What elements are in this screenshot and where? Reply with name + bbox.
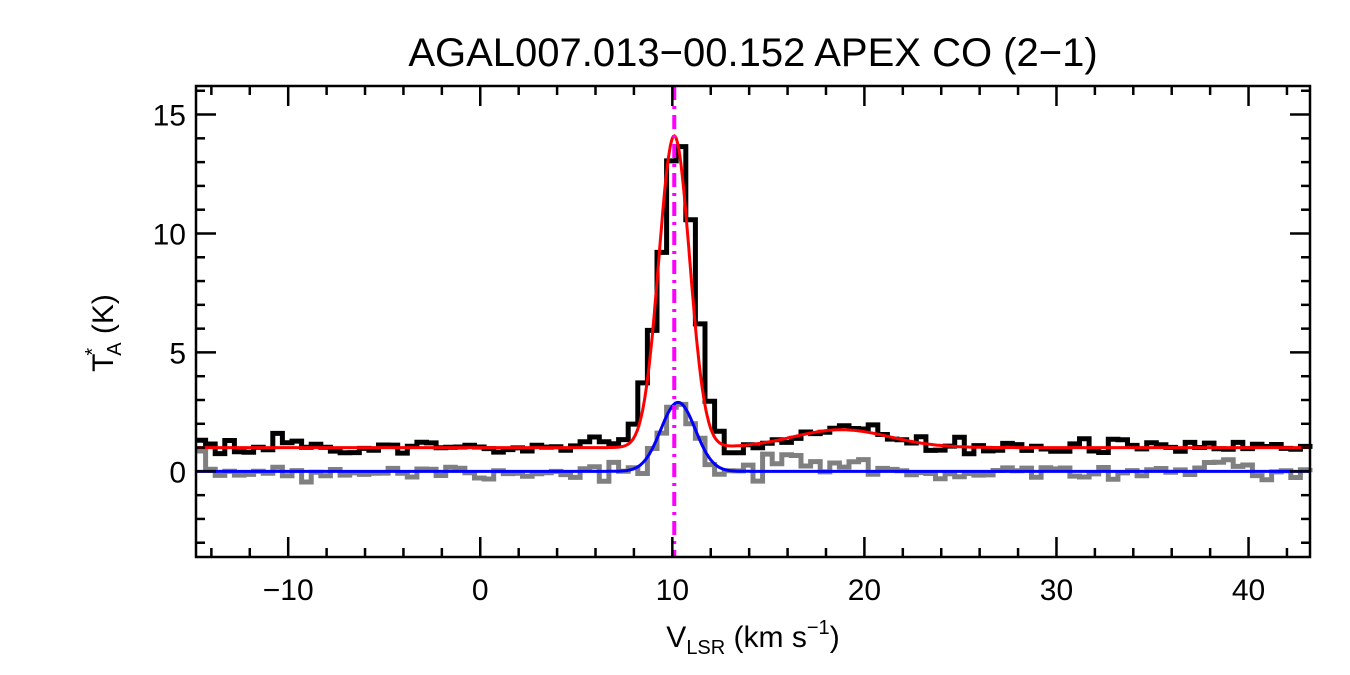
x-axis-label-unit: (km s (725, 621, 807, 654)
x-tick-label: 20 (848, 574, 881, 607)
x-axis-label-close: ) (830, 621, 840, 654)
y-axis-label: T*A (K) (82, 294, 126, 372)
x-axis-label-sub: LSR (686, 637, 725, 659)
series-observed-spectrum (196, 144, 1313, 457)
x-tick-label: 30 (1040, 574, 1073, 607)
x-axis-label: VLSR (km s−1) (666, 617, 839, 659)
y-tick-label: 5 (169, 337, 186, 370)
y-axis-label-unit: (K) (87, 294, 120, 342)
x-axis-label-sup: −1 (807, 617, 830, 639)
x-tick-label: 0 (472, 574, 489, 607)
x-tick-label: 40 (1232, 574, 1265, 607)
y-axis-label-sup: * (82, 348, 104, 356)
plot-frame (194, 84, 1312, 559)
series-total-fit (196, 134, 1310, 450)
y-tick-label: 0 (169, 456, 186, 489)
x-axis-label-main: V (666, 621, 686, 654)
y-axis-label-main: T (87, 354, 120, 372)
tick-labels: −10 0 10 20 30 40 0 5 10 15 (153, 100, 1266, 607)
plot-area: −10 0 10 20 30 40 0 5 10 15 (153, 84, 1313, 607)
y-tick-label: 15 (153, 100, 186, 133)
y-axis-label-sub: A (104, 342, 126, 356)
chart-title: AGAL007.013−00.152 APEX CO (2−1) (408, 31, 1097, 75)
y-tick-label: 10 (153, 218, 186, 251)
x-tick-label: −10 (263, 574, 314, 607)
series-component-fit (196, 400, 1310, 473)
tick-marks (196, 86, 1310, 557)
series-layer (196, 134, 1313, 485)
x-tick-label: 10 (656, 574, 689, 607)
